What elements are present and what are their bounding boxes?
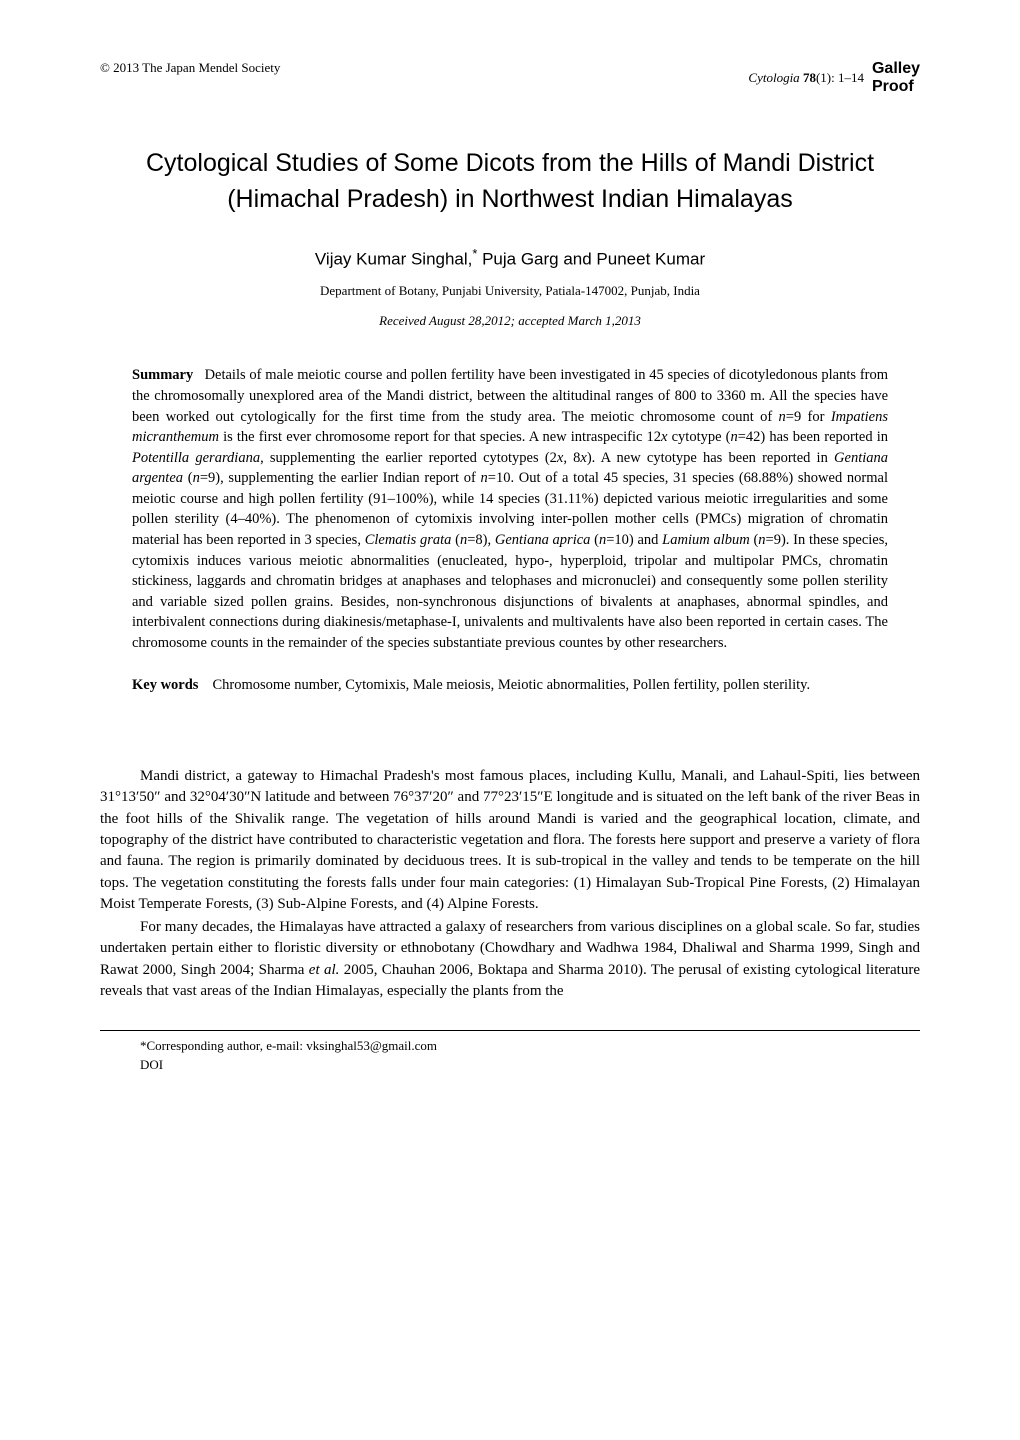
body-para-2: For many decades, the Himalayas have att… [100, 917, 920, 1002]
galley-text: Galley [872, 60, 920, 77]
page-header: © 2013 The Japan Mendel Society Cytologi… [100, 60, 920, 95]
journal-name: Cytologia [748, 70, 799, 85]
author-1: Vijay Kumar Singhal, [315, 249, 473, 268]
authors-line: Vijay Kumar Singhal,* Puja Garg and Pune… [100, 246, 920, 270]
article-title: Cytological Studies of Some Dicots from … [100, 145, 920, 218]
authors-rest: Puja Garg and Puneet Kumar [477, 249, 705, 268]
journal-issue-pages: (1): 1–14 [816, 70, 864, 85]
footnote-doi: DOI [140, 1056, 920, 1075]
keywords-text: Chromosome number, Cytomixis, Male meios… [212, 675, 888, 696]
proof-text: Proof [872, 78, 914, 95]
keywords-block: Key words Chromosome number, Cytomixis, … [132, 675, 888, 696]
journal-ref: Cytologia 78(1): 1–14 [748, 70, 864, 86]
galley-proof-stamp: Galley Proof [872, 60, 920, 95]
summary-text: Details of male meiotic course and polle… [132, 367, 888, 651]
summary-label: Summary [132, 367, 193, 383]
affiliation: Department of Botany, Punjabi University… [100, 283, 920, 299]
summary-block: Summary Details of male meiotic course a… [132, 365, 888, 653]
body-para-1: Mandi district, a gateway to Himachal Pr… [100, 766, 920, 915]
copyright-text: © 2013 The Japan Mendel Society [100, 60, 280, 76]
footnote-corresponding: *Corresponding author, e-mail: vksinghal… [140, 1037, 920, 1056]
footnote-block: *Corresponding author, e-mail: vksinghal… [140, 1037, 920, 1075]
journal-volume: 78 [803, 70, 816, 85]
keywords-label: Key words [132, 675, 198, 696]
header-right: Cytologia 78(1): 1–14 Galley Proof [748, 60, 920, 95]
footnote-rule [100, 1030, 920, 1031]
received-line: Received August 28,2012; accepted March … [100, 313, 920, 329]
